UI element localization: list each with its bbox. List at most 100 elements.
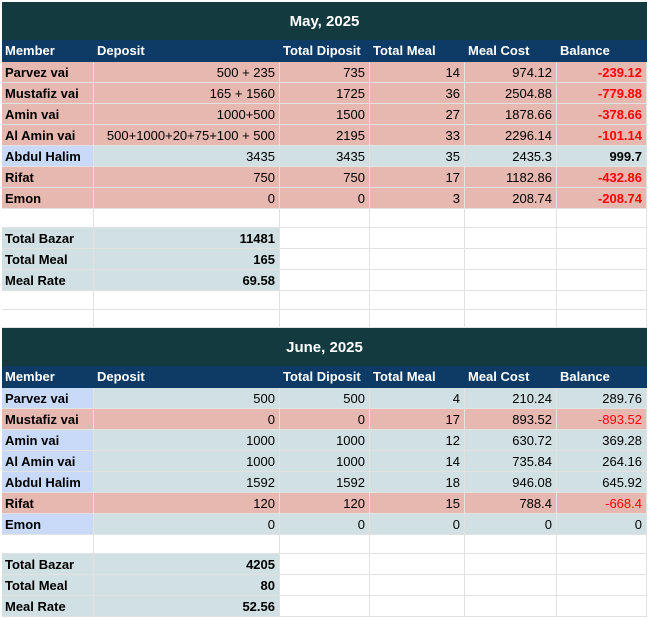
- cell-balance[interactable]: 264.16: [557, 451, 647, 472]
- empty-cell[interactable]: [557, 575, 647, 596]
- cell-balance[interactable]: 0: [557, 514, 647, 535]
- empty-cell[interactable]: [2, 209, 94, 228]
- column-header-member[interactable]: Member: [2, 366, 94, 388]
- cell-balance[interactable]: -779.88: [557, 83, 647, 104]
- cell-total-deposit[interactable]: 0: [280, 409, 370, 430]
- summary-value[interactable]: 80: [94, 575, 280, 596]
- empty-cell[interactable]: [557, 309, 647, 328]
- cell-member[interactable]: Amin vai: [2, 104, 94, 125]
- cell-total-deposit[interactable]: 120: [280, 493, 370, 514]
- cell-balance[interactable]: -101.14: [557, 125, 647, 146]
- empty-cell[interactable]: [557, 249, 647, 270]
- cell-deposit[interactable]: 1000: [94, 430, 280, 451]
- column-header-meal-cost[interactable]: Meal Cost: [465, 40, 557, 62]
- empty-cell[interactable]: [94, 309, 280, 328]
- cell-member[interactable]: Al Amin vai: [2, 451, 94, 472]
- empty-cell[interactable]: [557, 554, 647, 575]
- cell-meal-cost[interactable]: 2435.3: [465, 146, 557, 167]
- summary-label[interactable]: Total Meal: [2, 575, 94, 596]
- empty-cell[interactable]: [2, 291, 94, 310]
- empty-cell[interactable]: [280, 209, 370, 228]
- column-header-total-deposit[interactable]: Total Diposit: [280, 40, 370, 62]
- empty-cell[interactable]: [557, 596, 647, 617]
- cell-deposit[interactable]: 750: [94, 167, 280, 188]
- cell-total-meal[interactable]: 0: [370, 514, 465, 535]
- empty-cell[interactable]: [465, 270, 557, 291]
- empty-cell[interactable]: [370, 596, 465, 617]
- column-header-total-meal[interactable]: Total Meal: [370, 366, 465, 388]
- cell-deposit[interactable]: 1592: [94, 472, 280, 493]
- cell-deposit[interactable]: 0: [94, 409, 280, 430]
- empty-cell[interactable]: [557, 535, 647, 554]
- column-header-member[interactable]: Member: [2, 40, 94, 62]
- cell-total-deposit[interactable]: 0: [280, 188, 370, 209]
- cell-member[interactable]: Parvez vai: [2, 388, 94, 409]
- column-header-balance[interactable]: Balance: [557, 366, 647, 388]
- summary-value[interactable]: 69.58: [94, 270, 280, 291]
- cell-deposit[interactable]: 120: [94, 493, 280, 514]
- cell-member[interactable]: Mustafiz vai: [2, 83, 94, 104]
- cell-meal-cost[interactable]: 893.52: [465, 409, 557, 430]
- empty-cell[interactable]: [280, 535, 370, 554]
- cell-balance[interactable]: 999.7: [557, 146, 647, 167]
- empty-cell[interactable]: [280, 270, 370, 291]
- empty-cell[interactable]: [94, 535, 280, 554]
- cell-meal-cost[interactable]: 210.24: [465, 388, 557, 409]
- cell-meal-cost[interactable]: 788.4: [465, 493, 557, 514]
- cell-member[interactable]: Rifat: [2, 493, 94, 514]
- cell-meal-cost[interactable]: 735.84: [465, 451, 557, 472]
- cell-total-deposit[interactable]: 1000: [280, 451, 370, 472]
- cell-total-meal[interactable]: 14: [370, 62, 465, 83]
- cell-total-deposit[interactable]: 1725: [280, 83, 370, 104]
- empty-cell[interactable]: [280, 249, 370, 270]
- cell-total-meal[interactable]: 35: [370, 146, 465, 167]
- cell-total-deposit[interactable]: 1000: [280, 430, 370, 451]
- column-header-balance[interactable]: Balance: [557, 40, 647, 62]
- empty-cell[interactable]: [370, 228, 465, 249]
- column-header-meal-cost[interactable]: Meal Cost: [465, 366, 557, 388]
- empty-cell[interactable]: [465, 535, 557, 554]
- summary-value[interactable]: 11481: [94, 228, 280, 249]
- cell-balance[interactable]: -432.86: [557, 167, 647, 188]
- summary-label[interactable]: Total Meal: [2, 249, 94, 270]
- summary-value[interactable]: 4205: [94, 554, 280, 575]
- cell-total-meal[interactable]: 17: [370, 409, 465, 430]
- empty-cell[interactable]: [370, 249, 465, 270]
- empty-cell[interactable]: [557, 270, 647, 291]
- table-title[interactable]: June, 2025: [2, 328, 647, 366]
- column-header-total-meal[interactable]: Total Meal: [370, 40, 465, 62]
- empty-cell[interactable]: [370, 309, 465, 328]
- cell-meal-cost[interactable]: 2504.88: [465, 83, 557, 104]
- cell-meal-cost[interactable]: 1182.86: [465, 167, 557, 188]
- empty-cell[interactable]: [465, 575, 557, 596]
- summary-label[interactable]: Meal Rate: [2, 270, 94, 291]
- cell-meal-cost[interactable]: 974.12: [465, 62, 557, 83]
- cell-total-meal[interactable]: 18: [370, 472, 465, 493]
- cell-total-meal[interactable]: 4: [370, 388, 465, 409]
- summary-label[interactable]: Total Bazar: [2, 228, 94, 249]
- cell-deposit[interactable]: 0: [94, 514, 280, 535]
- cell-meal-cost[interactable]: 0: [465, 514, 557, 535]
- empty-cell[interactable]: [280, 309, 370, 328]
- summary-value[interactable]: 165: [94, 249, 280, 270]
- empty-cell[interactable]: [94, 291, 280, 310]
- empty-cell[interactable]: [280, 291, 370, 310]
- column-header-total-deposit[interactable]: Total Diposit: [280, 366, 370, 388]
- cell-deposit[interactable]: 500: [94, 388, 280, 409]
- cell-balance[interactable]: -668.4: [557, 493, 647, 514]
- cell-total-meal[interactable]: 27: [370, 104, 465, 125]
- cell-meal-cost[interactable]: 946.08: [465, 472, 557, 493]
- cell-total-meal[interactable]: 36: [370, 83, 465, 104]
- cell-total-deposit[interactable]: 0: [280, 514, 370, 535]
- empty-cell[interactable]: [94, 209, 280, 228]
- cell-total-deposit[interactable]: 2195: [280, 125, 370, 146]
- cell-balance[interactable]: -378.66: [557, 104, 647, 125]
- empty-cell[interactable]: [370, 535, 465, 554]
- empty-cell[interactable]: [465, 228, 557, 249]
- cell-member[interactable]: Emon: [2, 514, 94, 535]
- cell-member[interactable]: Al Amin vai: [2, 125, 94, 146]
- empty-cell[interactable]: [280, 228, 370, 249]
- cell-member[interactable]: Amin vai: [2, 430, 94, 451]
- cell-total-meal[interactable]: 3: [370, 188, 465, 209]
- cell-meal-cost[interactable]: 2296.14: [465, 125, 557, 146]
